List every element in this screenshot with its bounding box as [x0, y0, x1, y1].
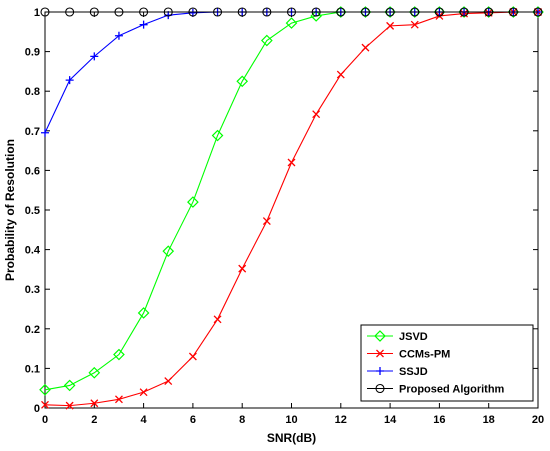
data-point-x	[90, 399, 99, 408]
data-point-circle	[114, 7, 124, 17]
data-point-diamond	[88, 366, 101, 379]
data-point-circle	[375, 383, 385, 394]
legend-label: JSVD	[399, 331, 428, 343]
data-point-diamond	[113, 348, 125, 361]
x-tick-label: 8	[239, 414, 245, 426]
data-point-x	[164, 377, 173, 386]
x-tick-label: 10	[285, 414, 297, 426]
data-point-circle	[65, 7, 75, 17]
data-point-diamond	[374, 330, 386, 342]
data-point-diamond	[137, 307, 150, 319]
x-tick-label: 14	[384, 414, 397, 426]
y-tick-label: 0.7	[25, 126, 40, 138]
data-point-circle	[139, 7, 149, 17]
data-point-x	[114, 395, 123, 404]
data-point-x	[238, 264, 247, 273]
data-point-x	[65, 401, 74, 410]
data-point-diamond	[285, 17, 298, 29]
y-tick-label: 0	[34, 403, 40, 415]
legend-label: SSJD	[399, 366, 428, 378]
data-point-x	[376, 349, 384, 358]
y-tick-label: 0.9	[25, 47, 40, 59]
data-point-x	[361, 43, 370, 52]
data-point-x	[188, 352, 197, 361]
y-tick-label: 0.6	[25, 165, 40, 177]
legend-item: SSJD	[367, 366, 428, 378]
data-point-x	[336, 70, 345, 79]
data-point-diamond	[162, 245, 175, 258]
data-point-x	[139, 388, 148, 397]
data-point-diamond	[211, 129, 224, 142]
series-layer	[39, 6, 544, 410]
data-point-circle	[336, 7, 346, 17]
y-tick-label: 0.8	[25, 86, 40, 98]
data-point-circle	[163, 7, 173, 17]
x-tick-label: 18	[483, 414, 495, 426]
legend-item: CCMs-PM	[367, 349, 450, 361]
legend-label: CCMs-PM	[399, 349, 450, 361]
data-point-circle	[360, 7, 371, 17]
data-point-x	[41, 400, 49, 409]
data-point-diamond	[261, 34, 273, 47]
y-tick-label: 0.5	[25, 205, 40, 217]
data-point-circle	[434, 7, 444, 17]
data-point-circle	[385, 7, 395, 17]
x-tick-label: 16	[433, 414, 445, 426]
data-point-x	[262, 217, 271, 226]
data-point-diamond	[236, 75, 249, 88]
data-point-circle	[188, 7, 198, 17]
series-proposed-algorithm	[40, 7, 543, 17]
data-point-plus	[139, 20, 148, 29]
data-point-x	[213, 315, 222, 324]
data-point-circle	[508, 7, 518, 17]
data-point-diamond	[39, 383, 51, 396]
data-point-plus	[90, 52, 99, 61]
y-tick-label: 0.2	[25, 324, 40, 336]
data-point-x	[287, 158, 296, 167]
data-point-circle	[262, 7, 272, 17]
x-tick-label: 4	[141, 414, 148, 426]
x-axis-label: SNR(dB)	[267, 431, 316, 445]
x-tick-label: 12	[335, 414, 347, 426]
data-point-diamond	[187, 196, 199, 208]
data-point-circle	[533, 7, 543, 17]
data-point-circle	[89, 7, 99, 17]
data-point-x	[410, 20, 419, 29]
x-tick-label: 2	[91, 414, 97, 426]
data-point-plus	[376, 367, 384, 375]
data-point-circle	[237, 7, 247, 17]
y-tick-label: 0.1	[25, 363, 40, 375]
data-point-diamond	[63, 379, 76, 392]
data-point-x	[386, 21, 395, 30]
data-point-plus	[65, 76, 74, 85]
legend: JSVD CCMs-PM SSJD Proposed Algorithm	[360, 324, 534, 402]
legend-item: Proposed Algorithm	[367, 384, 505, 396]
x-tick-label: 20	[532, 414, 544, 426]
data-point-plus	[114, 31, 123, 40]
legend-item: JSVD	[367, 330, 428, 343]
y-tick-label: 0.3	[25, 284, 40, 296]
legend-label: Proposed Algorithm	[399, 384, 505, 396]
x-tick-label: 0	[42, 414, 48, 426]
y-axis-label: Probability of Resolution	[3, 139, 17, 281]
data-point-circle	[410, 7, 420, 17]
x-tick-label: 6	[190, 414, 196, 426]
series-ccms-pm	[41, 8, 542, 410]
data-point-circle	[40, 7, 50, 17]
axis-ticks: 0 2 4 6 8 10 12 14 16 18 20 0 0.1 0.2 0.3 0.4 0.5 0.6 0.7 0…	[25, 7, 544, 426]
y-tick-label: 0.4	[25, 245, 41, 257]
data-point-circle	[459, 7, 469, 17]
data-point-circle	[286, 7, 297, 17]
data-point-circle	[213, 7, 223, 17]
data-point-circle	[311, 7, 321, 17]
data-point-circle	[484, 7, 494, 17]
data-point-plus	[41, 128, 49, 137]
data-point-x	[312, 110, 321, 119]
y-tick-label: 1	[34, 7, 40, 19]
